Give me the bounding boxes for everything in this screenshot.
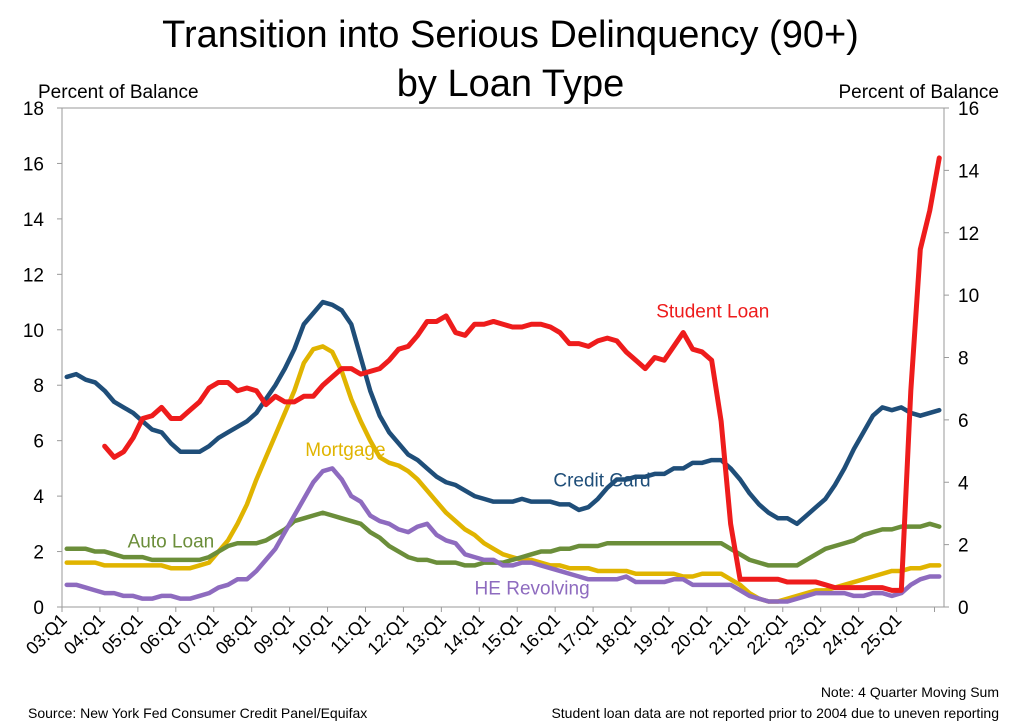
series-label-credit-card: Credit Card: [553, 470, 650, 491]
right-tick-label: 6: [958, 411, 969, 432]
x-tick-label: 21:Q1: [705, 610, 754, 659]
left-tick-label: 10: [23, 321, 44, 342]
x-tick-label: 23:Q1: [781, 610, 830, 659]
right-tick-label: 2: [958, 536, 969, 557]
series-line-student-loan: [102, 155, 942, 593]
right-tick-label: 8: [958, 349, 969, 370]
series-label-student-loan: Student Loan: [656, 301, 769, 322]
footnote-note: Note: 4 Quarter Moving Sum: [820, 684, 999, 700]
x-tick-label: 20:Q1: [667, 610, 716, 659]
x-tick-label: 18:Q1: [591, 610, 640, 659]
footnote-source: Source: New York Fed Consumer Credit Pan…: [28, 705, 368, 721]
left-tick-label: 4: [33, 487, 44, 508]
x-tick-label: 24:Q1: [819, 610, 868, 659]
left-tick-label: 16: [23, 154, 44, 175]
series-label-mortgage: Mortgage: [305, 440, 385, 461]
footnote-disclaimer: Student loan data are not reported prior…: [551, 705, 999, 721]
right-axis-ticks: 0 2 4 6 8 10 12 14 16: [944, 99, 980, 619]
x-tick-label: 19:Q1: [629, 610, 678, 659]
x-tick-label: 08:Q1: [212, 610, 261, 659]
series-label-auto-loan: Auto Loan: [128, 531, 215, 552]
x-tick-label: 14:Q1: [439, 610, 488, 659]
x-tick-label: 25:Q1: [857, 610, 906, 659]
left-tick-label: 8: [33, 376, 44, 397]
series-label-he-revolving: HE Revolving: [475, 579, 590, 600]
right-axis-label: Percent of Balance: [838, 82, 999, 103]
x-tick-label: 04:Q1: [60, 610, 109, 659]
x-tick-label: 09:Q1: [250, 610, 299, 659]
x-tick-label: 07:Q1: [174, 610, 223, 659]
left-tick-label: 12: [23, 265, 44, 286]
series-line-mortgage: [64, 344, 942, 604]
x-axis-ticks: 03:Q104:Q105:Q106:Q107:Q108:Q109:Q110:Q1…: [22, 607, 936, 659]
x-tick-label: 16:Q1: [515, 610, 564, 659]
right-tick-label: 0: [958, 598, 969, 619]
chart-title-line-2: by Loan Type: [396, 63, 625, 105]
x-tick-label: 05:Q1: [98, 610, 147, 659]
left-tick-label: 6: [33, 432, 44, 453]
series-line-he-revolving: [64, 466, 942, 604]
x-tick-label: 06:Q1: [136, 610, 185, 659]
series-line-auto-loan: [64, 510, 942, 568]
left-tick-label: 18: [23, 99, 44, 120]
series-labels: Student Loan Credit Card Mortgage Auto Loan…: [128, 301, 770, 599]
left-tick-label: 0: [33, 598, 44, 619]
left-tick-label: 2: [33, 543, 44, 564]
x-tick-label: 03:Q1: [22, 610, 71, 659]
left-axis-label: Percent of Balance: [38, 82, 199, 103]
right-tick-label: 16: [958, 99, 979, 120]
right-tick-label: 12: [958, 224, 979, 245]
left-axis-ticks: 0 2 4 6 8 10 12 14 16 18: [23, 99, 62, 619]
right-tick-label: 14: [958, 161, 980, 182]
x-tick-label: 15:Q1: [477, 610, 526, 659]
x-tick-label: 10:Q1: [288, 610, 337, 659]
right-tick-label: 10: [958, 286, 979, 307]
right-tick-label: 4: [958, 473, 969, 494]
series-line-credit-card: [64, 299, 942, 527]
x-tick-label: 13:Q1: [401, 610, 450, 659]
x-tick-label: 11:Q1: [326, 610, 374, 658]
series-layer: [64, 155, 942, 604]
left-tick-label: 14: [23, 210, 45, 231]
chart-title-line-1: Transition into Serious Delinquency (90+…: [162, 14, 859, 56]
x-tick-label: 22:Q1: [743, 610, 792, 659]
x-tick-label: 12:Q1: [363, 610, 412, 659]
x-tick-label: 17:Q1: [553, 610, 602, 659]
